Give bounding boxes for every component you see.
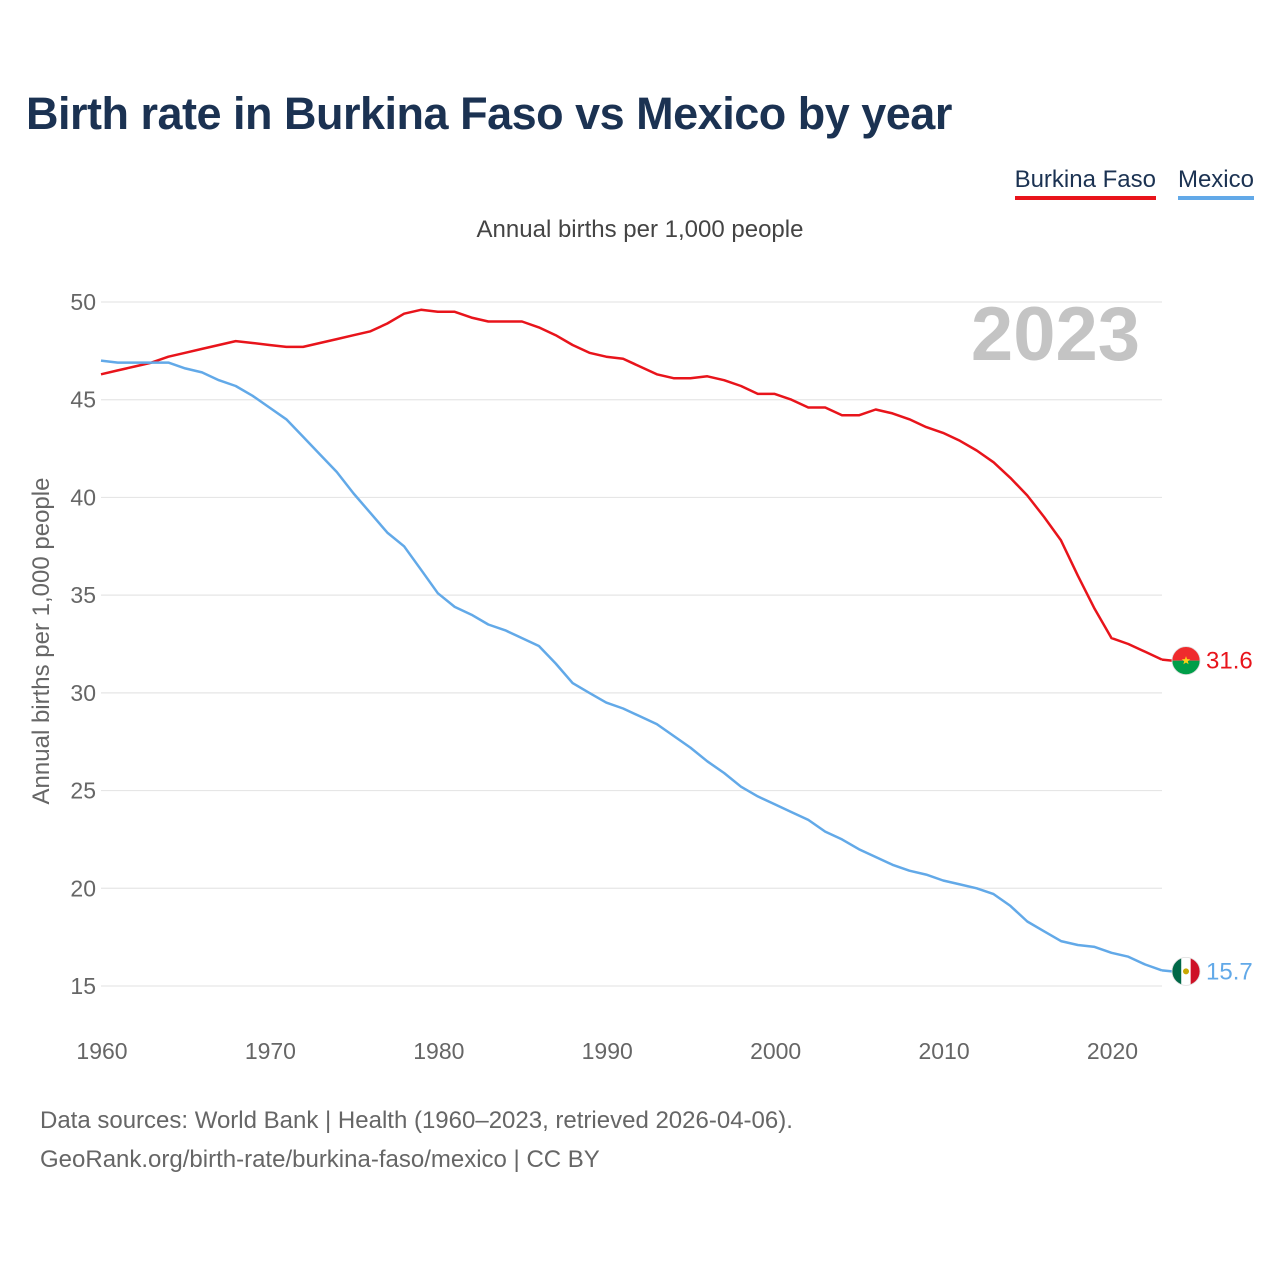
leader-line-burkina-faso — [1161, 658, 1173, 662]
year-watermark: 2023 — [971, 292, 1140, 377]
end-label-mexico: 15.7 — [1206, 958, 1253, 985]
y-tick-30: 30 — [70, 680, 96, 706]
x-tick-1980: 1980 — [413, 1038, 464, 1064]
y-tick-25: 25 — [70, 778, 96, 804]
legend-item-burkina-faso[interactable]: Burkina Faso — [1014, 166, 1156, 200]
series-lines — [100, 308, 1163, 972]
x-tick-1970: 1970 — [245, 1038, 296, 1064]
legend-item-mexico[interactable]: Mexico — [1177, 166, 1254, 200]
y-tick-20: 20 — [70, 875, 96, 901]
chart-subtitle: Annual births per 1,000 people — [476, 216, 804, 243]
y-tick-40: 40 — [70, 484, 96, 510]
legend: Burkina Faso Mexico — [1014, 166, 1254, 200]
x-tick-2000: 2000 — [750, 1038, 801, 1064]
series-line-burkina-faso — [100, 308, 1163, 661]
flag-burkina-faso-icon — [1171, 646, 1201, 676]
y-tick-50: 50 — [70, 289, 96, 315]
data-source: Data sources: World Bank | Health (1960–… — [40, 1107, 793, 1134]
series-line-mexico — [100, 359, 1163, 972]
source-url: GeoRank.org/birth-rate/burkina-faso/mexi… — [40, 1146, 600, 1173]
end-label-burkina-faso: 31.6 — [1206, 648, 1253, 675]
chart-title: Birth rate in Burkina Faso vs Mexico by … — [26, 88, 952, 139]
y-tick-15: 15 — [70, 973, 96, 999]
x-tick-1990: 1990 — [582, 1038, 633, 1064]
y-tick-labels: 15 20 25 30 35 40 45 50 — [70, 289, 96, 999]
leader-line-mexico — [1161, 969, 1173, 973]
y-tick-45: 45 — [70, 387, 96, 413]
x-tick-2010: 2010 — [918, 1038, 969, 1064]
flag-mexico-icon — [1171, 956, 1201, 986]
x-tick-1960: 1960 — [76, 1038, 127, 1064]
x-tick-labels: 1960 1970 1980 1990 2000 2010 2020 — [76, 1038, 1138, 1064]
y-tick-35: 35 — [70, 582, 96, 608]
end-markers: 31.6 15.7 — [1161, 646, 1253, 986]
grid-lines — [101, 301, 1162, 987]
x-tick-2020: 2020 — [1087, 1038, 1138, 1064]
